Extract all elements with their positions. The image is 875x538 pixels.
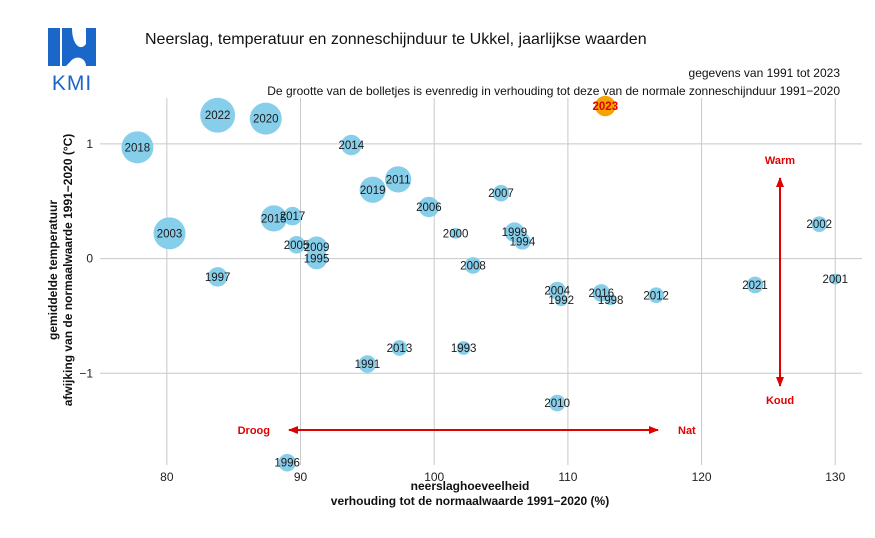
year-label-1998: 1998: [598, 295, 624, 307]
bubble-2016: [592, 284, 611, 302]
year-label-2009: 2009: [304, 242, 330, 254]
year-label-2001: 2001: [822, 274, 848, 286]
y-tick-label: 0: [86, 252, 93, 266]
y-tick-label: −1: [79, 366, 93, 380]
x-tick-label: 120: [692, 470, 712, 484]
x-tick-label: 90: [294, 470, 308, 484]
year-label-2005: 2005: [284, 240, 310, 252]
bubble-1996: [278, 453, 296, 472]
year-label-2022: 2022: [205, 110, 231, 122]
bubble-2020: [249, 102, 282, 135]
bubble-2017: [283, 206, 302, 226]
bubble-1993: [456, 341, 471, 355]
x-tick-label: 100: [424, 470, 444, 484]
year-label-2020: 2020: [253, 114, 279, 126]
y-axis-label-line2: afwijking van de normaalwaarde 1991−2020…: [61, 134, 75, 407]
year-label-2018: 2018: [125, 142, 151, 154]
x-tick-label: 110: [558, 470, 577, 484]
year-label-2004: 2004: [544, 286, 570, 298]
bubble-2018: [121, 131, 154, 164]
bubble-2008: [464, 257, 482, 274]
bubble-2014: [341, 134, 362, 156]
bubble-2007: [492, 184, 510, 202]
year-label-1996: 1996: [274, 458, 300, 470]
chart-subtitle-period: gegevens van 1991 tot 2023: [689, 66, 841, 80]
bubble-2015: [260, 205, 287, 232]
bubble-1998: [605, 294, 617, 306]
year-label-2016: 2016: [589, 288, 615, 300]
year-label-2007: 2007: [488, 188, 514, 200]
year-label-2021: 2021: [742, 280, 768, 292]
bubble-2000: [450, 227, 462, 239]
bubble-2021: [746, 276, 764, 294]
year-label-1994: 1994: [510, 236, 536, 248]
koud-label: Koud: [766, 395, 794, 407]
kmi-logo: KMI: [48, 28, 96, 95]
bubble-2023: [595, 95, 616, 117]
year-label-2011: 2011: [386, 174, 411, 186]
x-axis-label-line2: verhouding tot de normaalwaarde 1991−202…: [331, 494, 609, 508]
bubble-2002: [811, 216, 828, 232]
bubble-2022: [200, 97, 236, 133]
bubble-2005: [287, 236, 306, 254]
bubble-2001: [829, 273, 841, 285]
year-label-1997: 1997: [205, 272, 231, 284]
chart-title: Neerslag, temperatuur en zonneschijnduur…: [145, 31, 647, 48]
y-tick-label: 1: [86, 137, 93, 151]
year-label-1995: 1995: [304, 254, 330, 266]
bubble-2010: [548, 394, 566, 412]
bubble-2006: [418, 196, 440, 218]
year-label-2008: 2008: [460, 260, 486, 272]
year-label-2003: 2003: [157, 228, 183, 240]
year-label-2013: 2013: [387, 343, 413, 355]
year-label-2000: 2000: [443, 228, 469, 240]
year-label-2010: 2010: [544, 398, 570, 410]
x-axis-ticks: 80 90 100 110 120 130: [160, 470, 845, 484]
bubble-1997: [207, 267, 228, 287]
bubble-2011: [384, 166, 412, 193]
bubble-1994: [514, 233, 531, 250]
bubble-1991: [358, 355, 377, 373]
year-label-2019: 2019: [360, 185, 386, 197]
nat-label: Nat: [678, 425, 696, 437]
y-axis-ticks: −1 0 1: [79, 137, 93, 380]
year-label-1993: 1993: [451, 343, 477, 355]
year-label-2014: 2014: [339, 140, 365, 152]
x-tick-label: 80: [160, 470, 174, 484]
year-label-2012: 2012: [643, 290, 669, 302]
bubble-2009: [305, 236, 328, 258]
bubble-2019: [359, 176, 386, 203]
year-label-2017: 2017: [280, 211, 306, 223]
year-label-2002: 2002: [806, 219, 832, 231]
kmi-logo-mark: [48, 28, 96, 66]
year-label-1991: 1991: [355, 359, 381, 371]
year-label-1992: 1992: [548, 295, 574, 307]
data-points: 1991 1992 1993 1994 1995 1996 1997 1998 1999 2000…: [121, 95, 848, 472]
bubble-2003: [153, 217, 186, 250]
warm-label: Warm: [765, 155, 795, 167]
year-label-2006: 2006: [416, 202, 442, 214]
year-label-2023: 2023: [593, 101, 619, 113]
kmi-logo-text: KMI: [52, 72, 92, 95]
bubble-1992: [554, 293, 568, 307]
x-tick-label: 130: [825, 470, 845, 484]
chart-subtitle-note: De grootte van de bolletjes is evenredig…: [267, 84, 840, 98]
droog-label: Droog: [238, 425, 270, 437]
x-axis-label-line1: neerslaghoeveelheid: [411, 479, 530, 493]
year-label-1999: 1999: [502, 227, 528, 239]
y-axis-label-line1: gemiddelde temperatuur: [46, 200, 60, 340]
year-label-2015: 2015: [261, 213, 287, 225]
bubble-2013: [391, 340, 408, 356]
bubble-2012: [648, 287, 664, 304]
